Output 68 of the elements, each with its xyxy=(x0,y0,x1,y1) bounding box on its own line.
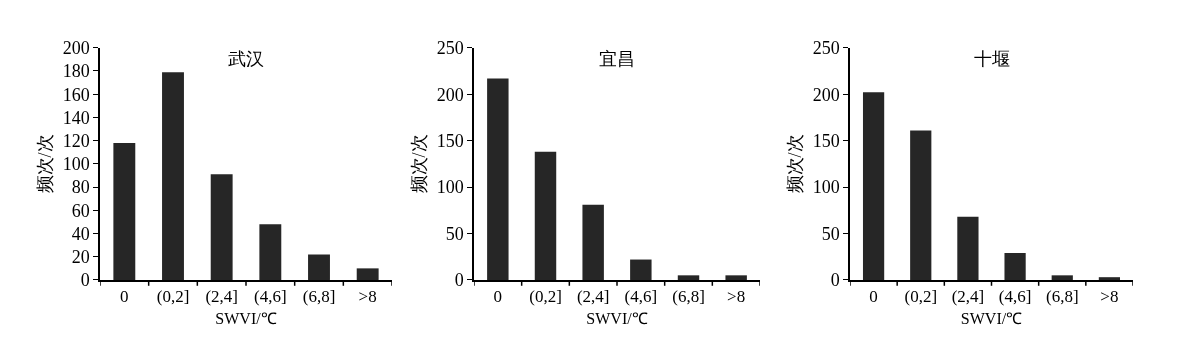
x-tick-label: >8 xyxy=(1100,287,1119,307)
x-tick-label: (6,8] xyxy=(672,287,705,307)
y-tick-label: 100 xyxy=(62,154,90,175)
y-tick-label: 150 xyxy=(436,130,464,151)
y-tick-label: 180 xyxy=(62,61,90,82)
bar xyxy=(725,275,747,280)
y-tick-label: 250 xyxy=(812,38,840,59)
x-tick-label: (6,8] xyxy=(302,287,336,307)
bar xyxy=(1098,277,1121,280)
y-tick-label: 0 xyxy=(80,270,90,291)
y-tick-label: 20 xyxy=(71,247,90,268)
x-tick-label: (2,4] xyxy=(576,287,610,307)
x-tick-label: (0,2] xyxy=(156,287,190,307)
x-axis-title: SWVI/℃ xyxy=(215,310,277,328)
bar xyxy=(630,259,652,280)
bar xyxy=(862,92,885,280)
y-tick-label: 60 xyxy=(71,200,90,221)
bar xyxy=(1004,253,1026,280)
y-tick-label: 50 xyxy=(445,223,464,244)
y-tick-label: 50 xyxy=(821,223,840,244)
y-tick-label: 250 xyxy=(436,38,464,59)
y-tick-label: 100 xyxy=(812,177,840,198)
bar xyxy=(259,224,282,280)
bar xyxy=(210,174,233,280)
y-axis-title: 频次/次 xyxy=(409,134,430,194)
bar xyxy=(677,275,700,280)
chart-title: 十堰 xyxy=(974,49,1010,69)
bar xyxy=(534,151,557,280)
bar xyxy=(487,78,509,280)
y-tick-label: 100 xyxy=(436,177,464,198)
x-tick-label: >8 xyxy=(727,287,746,307)
x-tick-label: 0 xyxy=(493,287,503,307)
x-tick-label: (2,4] xyxy=(205,287,238,307)
y-tick-label: 150 xyxy=(812,130,840,151)
y-tick-label: 140 xyxy=(62,107,90,128)
x-tick-label: (4,6] xyxy=(624,287,658,307)
y-tick-label: 0 xyxy=(454,270,464,291)
x-tick-label: (0,2] xyxy=(529,287,562,307)
bar xyxy=(910,130,932,280)
x-tick-label: (2,4] xyxy=(951,287,985,307)
bar xyxy=(308,254,330,280)
x-tick-label: >8 xyxy=(358,287,377,307)
bar xyxy=(1051,275,1073,280)
x-tick-label: (0,2] xyxy=(904,287,938,307)
x-tick-label: 0 xyxy=(869,287,878,307)
chart-title: 宜昌 xyxy=(599,49,635,69)
x-axis-title: SWVI/℃ xyxy=(586,310,648,328)
bar xyxy=(957,216,979,280)
x-tick-label: (4,6] xyxy=(998,287,1032,307)
y-axis-title: 频次/次 xyxy=(35,134,56,194)
x-tick-label: (6,8] xyxy=(1045,287,1079,307)
y-tick-label: 200 xyxy=(62,38,90,59)
x-axis-title: SWVI/℃ xyxy=(960,310,1023,328)
chart-title: 武汉 xyxy=(228,49,264,69)
y-axis-title: 频次/次 xyxy=(785,134,806,194)
bar xyxy=(356,268,379,280)
y-tick-label: 120 xyxy=(62,130,90,151)
bar xyxy=(582,204,604,280)
y-tick-label: 80 xyxy=(71,177,90,198)
y-tick-label: 200 xyxy=(812,84,840,105)
y-tick-label: 200 xyxy=(436,84,464,105)
y-tick-label: 0 xyxy=(830,270,840,291)
y-tick-label: 40 xyxy=(71,223,90,244)
x-tick-label: 0 xyxy=(120,287,129,307)
bar xyxy=(113,142,136,280)
x-tick-label: (4,6] xyxy=(254,287,287,307)
y-tick-label: 160 xyxy=(62,84,90,105)
bar xyxy=(162,72,184,280)
